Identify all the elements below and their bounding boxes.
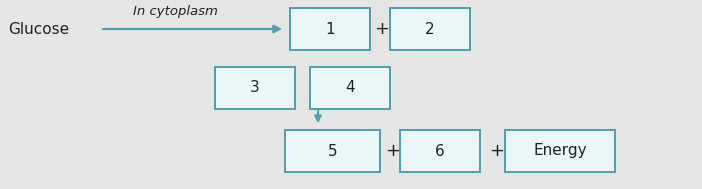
FancyBboxPatch shape [285,130,380,172]
Text: +: + [489,142,505,160]
Text: 1: 1 [325,22,335,36]
Text: 2: 2 [425,22,435,36]
Text: 6: 6 [435,143,445,159]
Text: 4: 4 [345,81,355,95]
Text: In cytoplasm: In cytoplasm [133,5,218,19]
FancyBboxPatch shape [215,67,295,109]
Text: +: + [385,142,401,160]
Text: 3: 3 [250,81,260,95]
Text: 5: 5 [328,143,338,159]
FancyBboxPatch shape [290,8,370,50]
FancyBboxPatch shape [400,130,480,172]
Text: Energy: Energy [534,143,587,159]
FancyBboxPatch shape [310,67,390,109]
FancyBboxPatch shape [390,8,470,50]
Text: Glucose: Glucose [8,22,69,36]
Text: +: + [374,20,390,38]
FancyBboxPatch shape [505,130,615,172]
